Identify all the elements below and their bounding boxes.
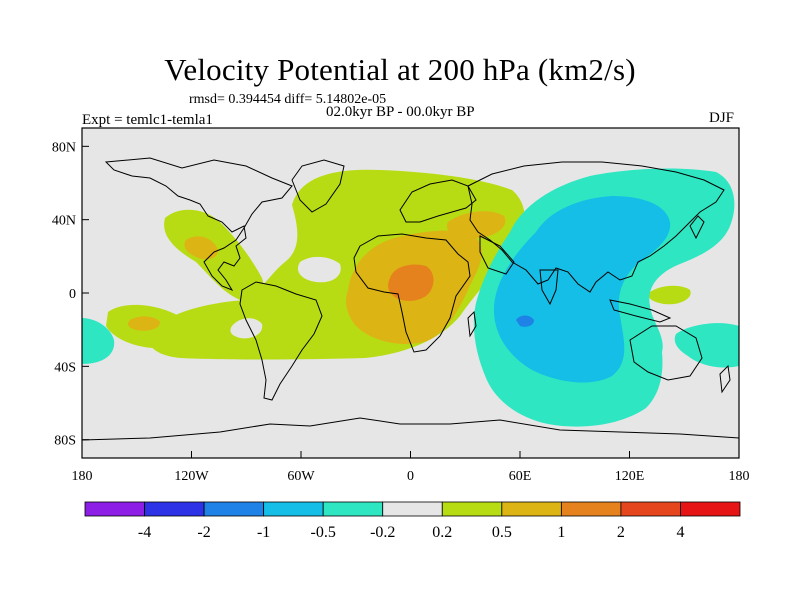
- y-tick-label: 80N: [52, 140, 76, 155]
- coastline-madagascar: [467, 310, 477, 338]
- coastline-eurasia: [467, 161, 725, 293]
- colorbar-label: 0.2: [432, 524, 452, 541]
- season-label: DJF: [709, 110, 735, 126]
- coastline-north-america: [104, 157, 293, 292]
- y-axis: 80N 40N 0 40S 80S: [52, 140, 89, 449]
- x-tick-label: 180: [72, 469, 93, 484]
- coastline-arabia: [479, 235, 515, 275]
- colorbar-label: -0.5: [311, 524, 336, 541]
- x-tick-label: 180: [729, 469, 750, 484]
- positive-region-maximum: [388, 264, 434, 301]
- coastline-india: [539, 269, 559, 306]
- coastline-australia: [629, 325, 703, 381]
- colorbar-box: [322, 501, 384, 517]
- x-tick-label: 120W: [174, 469, 209, 484]
- coastline-greenland: [291, 159, 345, 213]
- positive-region-north-africa: [446, 211, 506, 239]
- colorbar-box: [441, 501, 503, 517]
- coastline-japan: [689, 215, 705, 240]
- x-tick-label: 60W: [287, 469, 315, 484]
- y-tick-label: 0: [69, 287, 76, 302]
- positive-region-pacific-small: [128, 316, 160, 331]
- colorbar-box: [382, 501, 443, 517]
- contour-field: [82, 128, 739, 458]
- coastline-antarctica: [82, 417, 739, 441]
- negative-region-core: [494, 196, 671, 383]
- colorbar-box: [203, 501, 265, 517]
- colorbar-label: -4: [138, 524, 151, 541]
- negative-region-west-pacific: [674, 323, 739, 368]
- y-tick-label: 80S: [54, 434, 76, 449]
- period-text: 02.0kyr BP - 00.0kyr BP: [326, 104, 475, 120]
- colorbar-label: 0.5: [492, 524, 512, 541]
- neutral-hole-2: [297, 256, 341, 283]
- plot-title: Velocity Potential at 200 hPa (km2/s): [164, 52, 636, 87]
- negative-region-minimum: [516, 315, 534, 327]
- coastline-south-america: [239, 281, 323, 401]
- colorbar-box: [560, 501, 622, 517]
- y-tick-label: 40S: [54, 360, 76, 375]
- coastline-indonesia: [609, 299, 672, 323]
- experiment-label: Expt = temlc1-temla1: [82, 112, 213, 128]
- coastlines: [82, 157, 739, 441]
- colorbar-box: [501, 501, 562, 517]
- colorbar-box: [620, 501, 681, 517]
- stats-text: rmsd= 0.394454 diff= 5.14802e-05: [189, 92, 387, 107]
- negative-region-east-pacific-edge: [82, 318, 115, 364]
- colorbar-label: 2: [617, 524, 625, 541]
- positive-region-west-pacific: [648, 285, 691, 305]
- x-tick-label: 0: [407, 469, 414, 484]
- colorbar-box: [263, 501, 324, 517]
- coastline-new-zealand: [719, 364, 731, 394]
- colorbar-box: [680, 501, 741, 517]
- x-tick-label: 120E: [615, 469, 645, 484]
- colorbar-label: -0.2: [370, 524, 395, 541]
- x-tick-label: 60E: [509, 469, 532, 484]
- colorbar-label: -2: [197, 524, 210, 541]
- coastline-europe: [399, 179, 477, 223]
- coastline-africa: [353, 233, 471, 353]
- colorbar-label: -1: [257, 524, 270, 541]
- colorbar-box: [144, 501, 205, 517]
- neutral-hole-1: [230, 318, 263, 339]
- colorbar-box: [84, 501, 145, 517]
- colorbar-label: 4: [676, 524, 684, 541]
- y-tick-label: 40N: [52, 214, 76, 229]
- colorbar: -4 -2 -1 -0.5 -0.2 0.2 0.5 1 2 4: [84, 501, 741, 541]
- x-axis: 180 120W 60W 0 60E 120E 180: [72, 451, 750, 484]
- positive-region-mexico: [184, 236, 218, 260]
- colorbar-label: 1: [557, 524, 565, 541]
